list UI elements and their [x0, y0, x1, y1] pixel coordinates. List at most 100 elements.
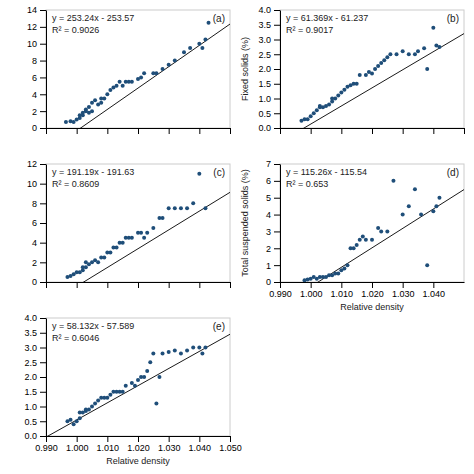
tick-mark [433, 282, 434, 288]
point [130, 381, 134, 385]
point [342, 267, 346, 271]
tick: 3.5 [24, 328, 46, 338]
point [200, 351, 204, 355]
tick: 0.0 [24, 431, 46, 441]
tick: 2 [32, 258, 46, 268]
annotation: R² = 0.8609 [52, 179, 99, 189]
point [84, 107, 88, 111]
tick-mark [274, 128, 280, 129]
tick [169, 128, 170, 134]
point [182, 50, 186, 54]
plot-frame [280, 164, 464, 282]
point [118, 80, 122, 84]
tick [230, 128, 231, 134]
tick: 2.5 [24, 358, 46, 368]
tick-mark [372, 282, 373, 288]
tick: 0 [32, 277, 46, 287]
point [336, 94, 340, 98]
y-axis: 0.00.51.01.52.02.53.03.54.0 [24, 313, 46, 441]
y-axis: 01234567 [266, 159, 281, 287]
tick-mark [40, 10, 46, 11]
point [185, 348, 189, 352]
y-axis-title: Total suspended solids (%) [240, 169, 250, 277]
tick: 1.5 [258, 79, 280, 89]
point [425, 67, 429, 71]
panel: 02468101214y = 253.24x - 253.57R² = 0.90… [27, 5, 231, 152]
point [413, 187, 417, 191]
tick-label: 1.5 [24, 387, 37, 397]
panel: 0.9901.0001.0101.0201.0301.0401.0500.00.… [24, 313, 241, 466]
tick: 1.010 [331, 282, 354, 299]
fit-line [46, 24, 230, 128]
point [179, 206, 183, 210]
tick-mark [199, 282, 200, 288]
tick: 8 [32, 199, 46, 209]
point [167, 350, 171, 354]
tick-mark [40, 44, 46, 45]
point [81, 113, 85, 117]
point [309, 114, 313, 118]
tick: 2.0 [258, 64, 280, 74]
tick-mark [77, 128, 78, 134]
tick-label: 4.0 [24, 313, 37, 323]
point [434, 204, 438, 208]
point [197, 172, 201, 176]
point [161, 216, 165, 220]
tick-mark [40, 392, 46, 393]
tick-label: 0 [266, 277, 271, 287]
point [327, 102, 331, 106]
tick-mark [274, 248, 280, 249]
tick: 2 [266, 244, 280, 254]
point [142, 236, 146, 240]
tick-label: 12 [27, 159, 37, 169]
y-axis: 024681012 [27, 159, 47, 287]
tick-mark [280, 128, 281, 134]
panel-label: (e) [213, 321, 225, 332]
tick: 1 [266, 261, 280, 271]
point [370, 238, 374, 242]
tick-label: 8 [32, 56, 37, 66]
axis-line [280, 165, 281, 283]
annotation: R² = 0.9026 [52, 25, 99, 35]
tick-label: 3.5 [24, 328, 37, 338]
tick-label: 0 [32, 277, 37, 287]
plot-area [46, 172, 230, 282]
tick [77, 128, 78, 134]
point [154, 71, 158, 75]
tick: 0.990 [35, 436, 58, 453]
tick-mark [138, 128, 139, 134]
fit-line [280, 190, 464, 282]
tick [372, 128, 373, 134]
point [312, 111, 316, 115]
tick [403, 128, 404, 134]
point [207, 21, 211, 25]
annotation: y = 115.26x - 115.54 [286, 167, 367, 177]
tick-mark [274, 99, 280, 100]
tick: 4 [32, 238, 46, 248]
point [336, 272, 340, 276]
tick-label: 3.0 [258, 35, 271, 45]
tick-mark [403, 128, 404, 134]
point [364, 238, 368, 242]
tick: 1.050 [219, 436, 242, 453]
tick-mark [40, 362, 46, 363]
point [78, 416, 82, 420]
point [407, 204, 411, 208]
tick [464, 128, 465, 134]
point [121, 241, 125, 245]
point [84, 265, 88, 269]
x-axis [47, 282, 231, 288]
point [90, 405, 94, 409]
tick-mark [46, 282, 47, 288]
tick-mark [274, 282, 280, 283]
tick-label: 0.0 [24, 431, 37, 441]
point [130, 80, 134, 84]
point [115, 246, 119, 250]
tick: 3.0 [258, 35, 280, 45]
tick-label: 2.0 [24, 372, 37, 382]
point [173, 348, 177, 352]
tick: 2 [32, 107, 46, 117]
point [333, 97, 337, 101]
tick-mark [274, 69, 280, 70]
tick-label: 6 [32, 218, 37, 228]
